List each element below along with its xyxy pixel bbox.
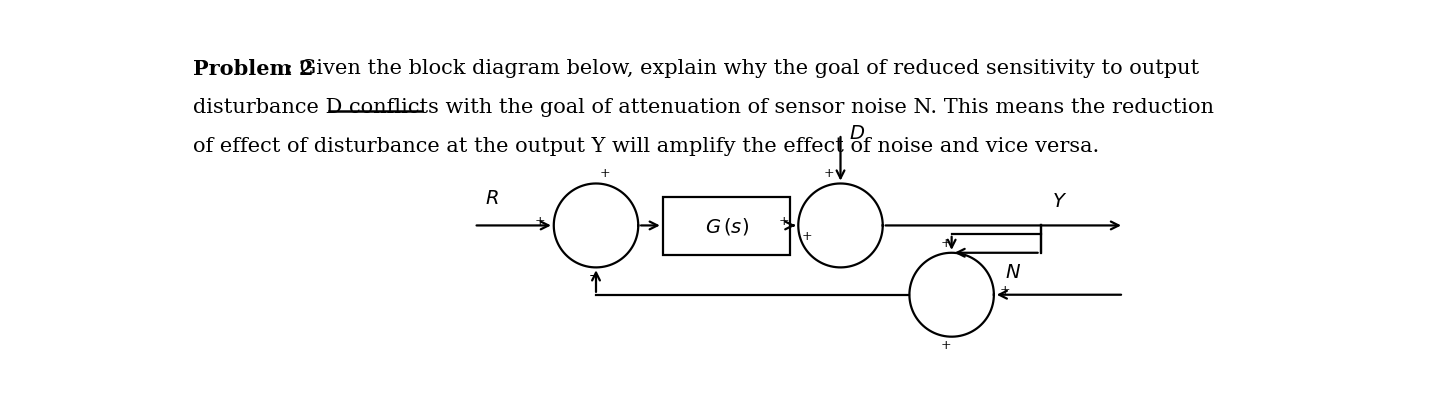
Text: $D$: $D$ xyxy=(849,125,866,143)
Text: +: + xyxy=(599,167,611,180)
Text: +: + xyxy=(941,237,951,249)
Text: $R$: $R$ xyxy=(485,190,499,208)
Text: +: + xyxy=(779,215,789,228)
Text: −: − xyxy=(588,270,599,283)
Text: +: + xyxy=(941,339,951,352)
Text: Problem 2: Problem 2 xyxy=(192,58,313,79)
Text: +: + xyxy=(802,230,812,243)
Text: $G\,(s)$: $G\,(s)$ xyxy=(704,216,749,237)
Text: +: + xyxy=(999,284,1010,297)
Text: of effect of disturbance at the output Y will amplify the effect of noise and vi: of effect of disturbance at the output Y… xyxy=(192,137,1098,156)
Bar xyxy=(663,197,790,255)
Text: $N$: $N$ xyxy=(1005,264,1021,282)
Text: +: + xyxy=(535,215,545,228)
Text: +: + xyxy=(825,167,835,180)
Text: : Given the block diagram below, explain why the goal of reduced sensitivity to : : Given the block diagram below, explain… xyxy=(285,58,1199,78)
Text: disturbance D conflicts with the goal of attenuation of sensor noise N. This mea: disturbance D conflicts with the goal of… xyxy=(192,98,1213,117)
Text: $Y$: $Y$ xyxy=(1051,193,1067,211)
